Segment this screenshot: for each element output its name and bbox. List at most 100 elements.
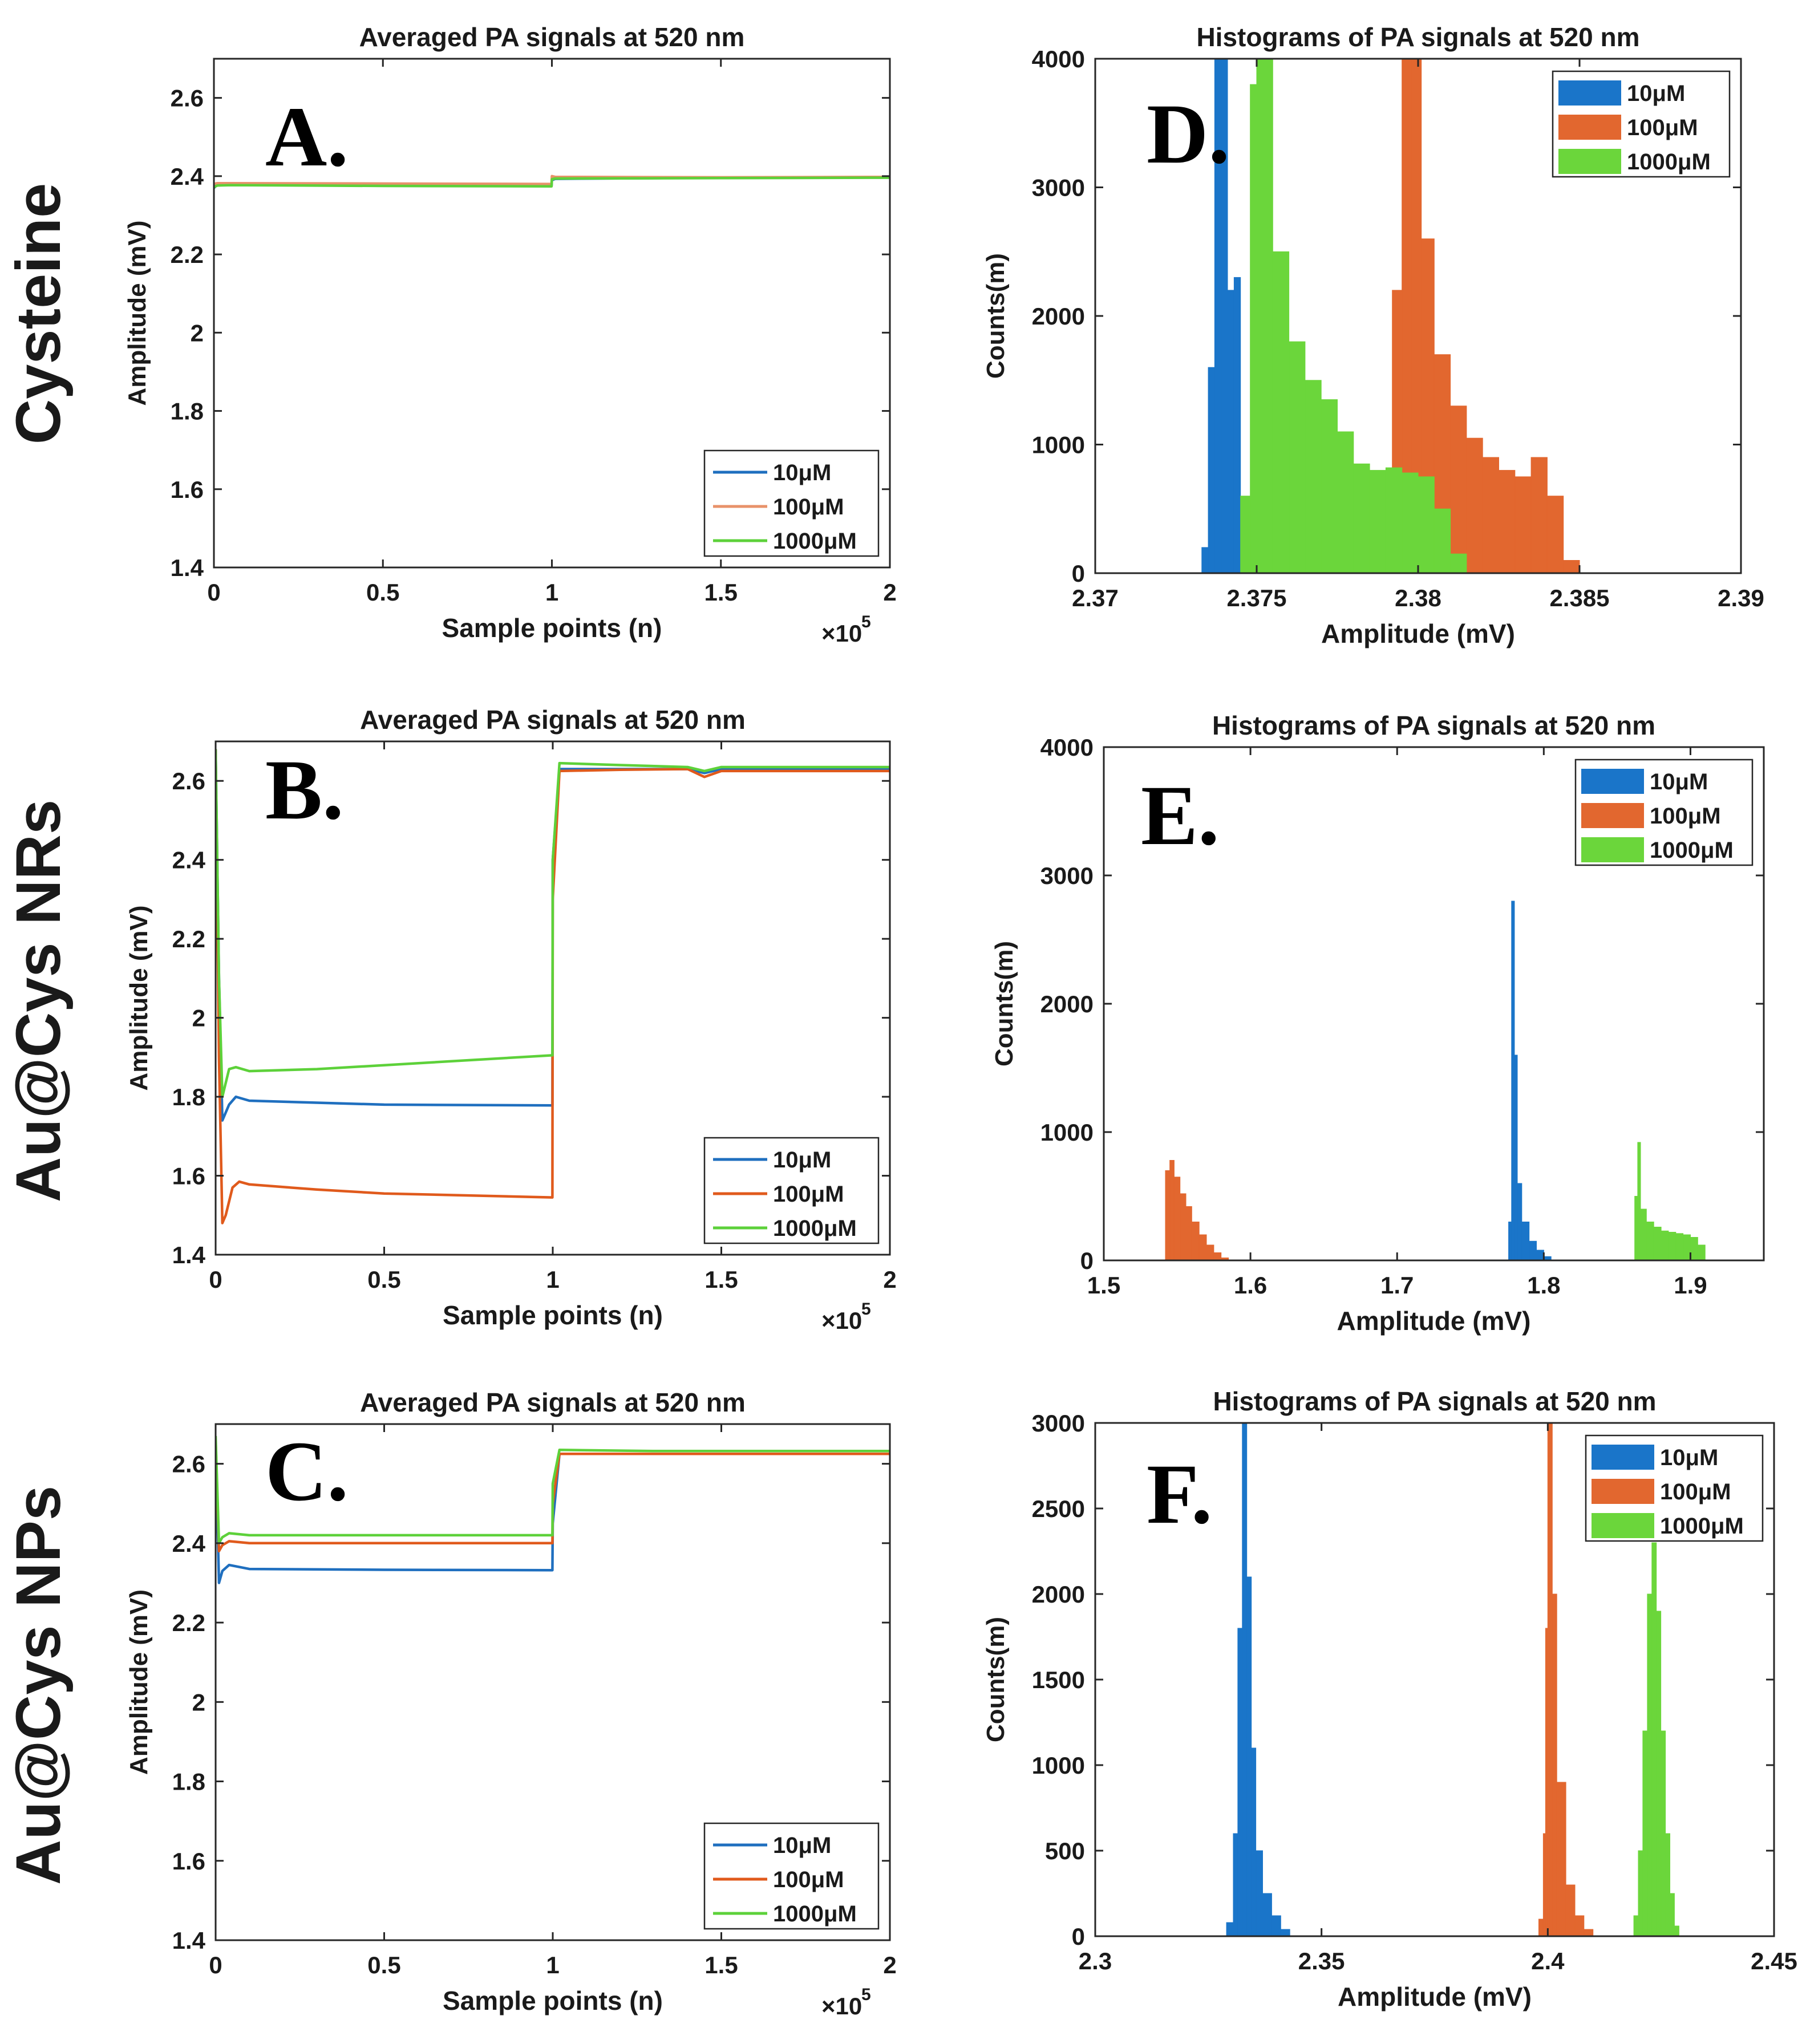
- histogram-bar: [1683, 1234, 1691, 1260]
- histogram-bar: [1305, 380, 1322, 573]
- legend-label-3: 1000μM: [773, 529, 857, 554]
- y-axis-label: Counts(m): [982, 1617, 1010, 1742]
- legend-swatch-3: [1558, 149, 1621, 174]
- x-axis-label: Sample points (n): [443, 1986, 663, 2015]
- series-bars-3: [1633, 1542, 1679, 1936]
- histogram-bar: [1521, 1222, 1530, 1260]
- legend: 10μM 100μM 1000μM: [703, 449, 880, 557]
- x-tick-label: 2.375: [1226, 585, 1286, 611]
- y-axis-label: Amplitude (mV): [123, 220, 151, 405]
- legend-box: [703, 449, 880, 557]
- histogram-bar: [1482, 457, 1499, 573]
- histogram-bar: [1206, 1244, 1214, 1260]
- histogram-bar: [1530, 457, 1548, 573]
- histogram-bar: [1646, 1222, 1654, 1260]
- histogram-bar: [1242, 1423, 1248, 1936]
- y-tick-label: 2000: [1032, 1581, 1085, 1608]
- legend-swatch-1: [1558, 80, 1621, 106]
- series-bars-1: [1508, 901, 1552, 1260]
- histogram-bar: [1508, 1222, 1512, 1260]
- series-line-2: [216, 1439, 890, 1553]
- histogram-bar: [1697, 1244, 1706, 1260]
- x-tick-label: 2.35: [1298, 1948, 1345, 1974]
- row-label: Au@Cys NRs: [3, 800, 74, 1202]
- histogram-bar: [1402, 472, 1419, 573]
- panel-letter: B.: [265, 743, 344, 837]
- histogram-bar: [1289, 341, 1306, 573]
- histogram-bar: [1256, 1850, 1264, 1936]
- y-tick-label: 2.2: [171, 241, 204, 268]
- y-tick-label: 1000: [1040, 1119, 1094, 1146]
- y-tick-label: 1000: [1032, 1752, 1085, 1779]
- histogram-bar: [1250, 84, 1257, 573]
- y-tick-label: 2.4: [171, 163, 204, 190]
- y-tick-label: 1000: [1032, 432, 1085, 459]
- x-tick-label: 1.5: [704, 1952, 738, 1978]
- histogram-bar: [1213, 1252, 1222, 1260]
- y-tick-label: 4000: [1032, 46, 1085, 72]
- y-tick-label: 2.4: [172, 1530, 206, 1557]
- x-tick-label: 1.6: [1234, 1272, 1267, 1299]
- y-tick-label: 1.8: [172, 1084, 205, 1110]
- x-axis-label: Amplitude (mV): [1337, 1306, 1531, 1336]
- panel-letter: E.: [1141, 768, 1220, 863]
- x-axis-label: Sample points (n): [443, 1300, 663, 1330]
- histogram-bar: [1165, 1170, 1171, 1260]
- x-tick-label: 2: [883, 1266, 896, 1293]
- legend-swatch-2: [1592, 1479, 1654, 1504]
- legend-label-3: 1000μM: [1627, 149, 1711, 175]
- histogram-bar: [1656, 1611, 1662, 1936]
- histogram-bar: [1690, 1237, 1698, 1260]
- panel-d: 2.37 2.375 2.38 2.385 2.39 0 1000 2000 3000 4000 H…: [982, 22, 1764, 648]
- y-tick-label: 500: [1045, 1838, 1085, 1864]
- panel-f: 2.3 2.35 2.4 2.45 0 500 1000 1500 2000 2500 3000 Hi…: [982, 1386, 1797, 2011]
- y-tick-label: 1.6: [172, 1848, 205, 1875]
- histogram-bar: [1675, 1233, 1684, 1260]
- chart-title: Averaged PA signals at 520 nm: [360, 705, 746, 735]
- histogram-bar: [1674, 1925, 1679, 1936]
- histogram-bar: [1637, 1142, 1641, 1260]
- legend-swatch-1: [1592, 1445, 1654, 1470]
- legend: 10μM 100μM 1000μM: [703, 1822, 880, 1930]
- histogram-bar: [1517, 1183, 1522, 1260]
- histogram-bar: [1563, 560, 1580, 573]
- y-tick-label: 2.6: [171, 85, 204, 112]
- histogram-bar: [1169, 1160, 1175, 1260]
- histogram-bar: [1369, 470, 1386, 573]
- histogram-bar: [1538, 1919, 1544, 1936]
- legend-label-1: 10μM: [1660, 1445, 1718, 1470]
- histogram-bar: [1514, 1055, 1518, 1260]
- y-tick-label: 2.2: [172, 1609, 205, 1636]
- histogram-bar: [1651, 1542, 1657, 1936]
- histogram-bar: [1385, 467, 1403, 573]
- legend: 10μM 100μM 1000μM: [1552, 70, 1731, 178]
- histogram-bar: [1226, 1922, 1234, 1936]
- series-line-3: [214, 176, 890, 189]
- x-axis-multiplier: ×10: [821, 1307, 862, 1334]
- y-tick-label: 0: [1072, 560, 1085, 587]
- x-axis-label: Amplitude (mV): [1321, 619, 1515, 648]
- histogram-bar: [1201, 547, 1209, 573]
- legend-label-2: 100μM: [1650, 804, 1721, 829]
- data-layer: [214, 175, 890, 189]
- y-axis-label: Counts(m): [982, 253, 1010, 379]
- histogram-bar: [1240, 496, 1251, 573]
- panel-a: 0 0.5 1 1.5 2 1.4 1.6 1.8 2 2.2 2.4 2.6 Averaged PA …: [3, 22, 897, 647]
- histogram-bar: [1668, 1232, 1677, 1260]
- histogram-bar: [1546, 496, 1564, 573]
- histogram-bar: [1665, 1833, 1671, 1936]
- histogram-bar: [1418, 476, 1435, 573]
- series-bars-1: [1201, 59, 1241, 573]
- y-tick-label: 1.4: [172, 1242, 206, 1268]
- data-layer: [1226, 1423, 1679, 1936]
- histogram-bar: [1233, 1833, 1238, 1936]
- y-tick-label: 1.6: [172, 1163, 205, 1190]
- x-tick-label: 1.5: [1087, 1272, 1120, 1299]
- y-tick-label: 2: [192, 1689, 205, 1716]
- chart-title: Averaged PA signals at 520 nm: [359, 22, 745, 52]
- histogram-bar: [1670, 1893, 1675, 1936]
- chart-title: Histograms of PA signals at 520 nm: [1213, 1386, 1656, 1416]
- legend-label-2: 100μM: [1660, 1479, 1731, 1504]
- x-tick-label: 0.5: [366, 579, 399, 606]
- histogram-bar: [1536, 1250, 1544, 1260]
